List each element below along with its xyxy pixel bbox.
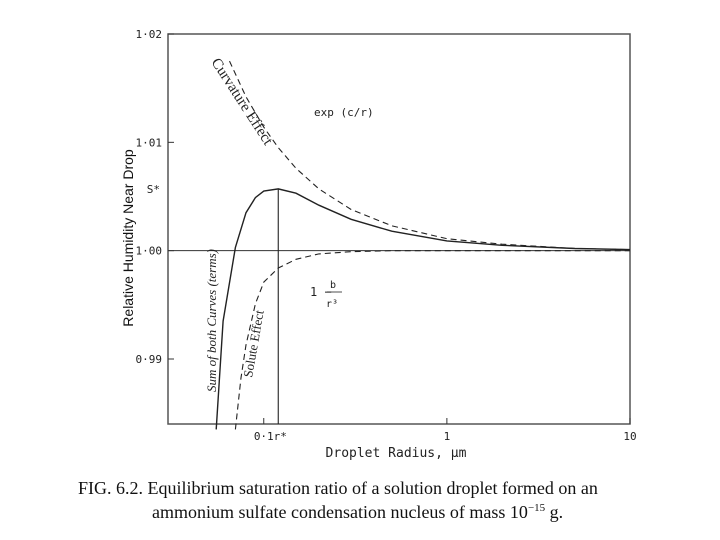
s-star-label: S* bbox=[147, 183, 160, 196]
svg-text:1 −: 1 − bbox=[310, 285, 332, 299]
series-line-2 bbox=[234, 250, 630, 430]
r-star-label: r* bbox=[274, 430, 287, 443]
curvature-effect-label: Curvature Effect bbox=[208, 55, 276, 148]
caption-line-2-unit: g. bbox=[545, 502, 564, 522]
curvature-expression-label: exp (c/r) bbox=[314, 106, 374, 119]
y-tick-label: 1·02 bbox=[136, 28, 163, 41]
x-tick-label: 10 bbox=[623, 430, 636, 443]
series-line-3 bbox=[215, 188, 631, 430]
y-tick-label: 0·99 bbox=[136, 353, 163, 366]
x-axis-title: Droplet Radius, μm bbox=[326, 446, 467, 461]
caption-line-2-text: ammonium sulfate condensation nucleus of… bbox=[152, 502, 528, 522]
caption-line-2: ammonium sulfate condensation nucleus of… bbox=[78, 498, 678, 522]
x-tick-label: 0·1 bbox=[254, 430, 274, 443]
solute-expression-label: 1 − b r³ bbox=[310, 280, 342, 310]
x-tick-label: 1 bbox=[444, 430, 451, 443]
caption-line-1: FIG. 6.2. Equilibrium saturation ratio o… bbox=[78, 478, 598, 498]
plot-frame bbox=[167, 33, 631, 425]
sum-curve-label: Sum of both Curves (terms) bbox=[204, 249, 219, 392]
svg-text:b: b bbox=[330, 280, 336, 291]
figure-caption: FIG. 6.2. Equilibrium saturation ratio o… bbox=[78, 478, 678, 522]
y-tick-label: 1·00 bbox=[136, 245, 163, 258]
series-line-1 bbox=[229, 60, 631, 251]
y-tick-label: 1·01 bbox=[136, 136, 163, 149]
chart: 0·1 1 10 1·02 1·01 1·00 0·99 r* S* Curvature Ef… bbox=[136, 28, 637, 461]
caption-exponent: −15 bbox=[527, 502, 546, 514]
solute-effect-label: Solute Effect bbox=[240, 309, 267, 379]
svg-text:r³: r³ bbox=[326, 299, 338, 310]
